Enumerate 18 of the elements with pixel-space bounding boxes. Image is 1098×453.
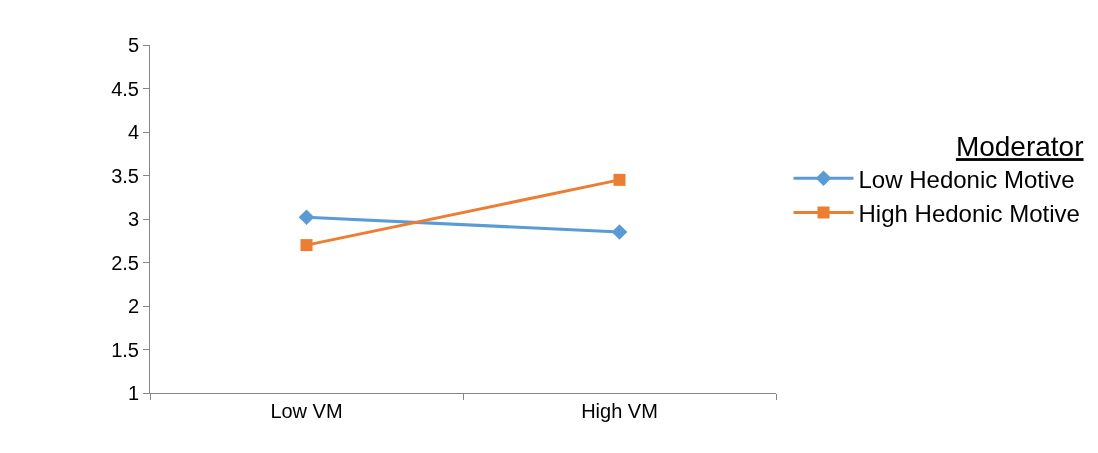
legend-label: Low Hedonic Motive	[858, 165, 1075, 193]
y-tick-label: 3	[127, 208, 139, 230]
point	[611, 224, 628, 240]
y-tick-label: 2.5	[111, 251, 139, 274]
y-tick-label: 3.5	[111, 164, 139, 187]
y-tick-label: 1.5	[111, 338, 139, 361]
y-tick-label: 5	[127, 34, 139, 56]
y-tick-label: 4.5	[111, 77, 139, 100]
y-tick-label: 2	[127, 295, 139, 317]
point	[300, 239, 313, 252]
x-tick-label: Low VM	[270, 400, 343, 422]
point	[613, 173, 626, 186]
y-tick-label: 1	[127, 382, 139, 404]
legend-label: High Hedonic Motive	[858, 199, 1080, 227]
x-tick-label: High VM	[581, 400, 658, 422]
y-tick-label: 4	[127, 121, 139, 143]
legend-title: Moderator	[955, 131, 1084, 163]
point	[298, 209, 315, 226]
